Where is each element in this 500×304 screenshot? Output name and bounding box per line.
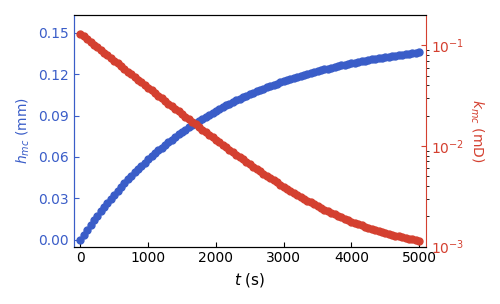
Y-axis label: $k_{mc}$ (mD): $k_{mc}$ (mD)	[468, 99, 485, 163]
Y-axis label: $h_{mc}$ (mm): $h_{mc}$ (mm)	[15, 97, 32, 164]
X-axis label: $t$ (s): $t$ (s)	[234, 271, 266, 289]
